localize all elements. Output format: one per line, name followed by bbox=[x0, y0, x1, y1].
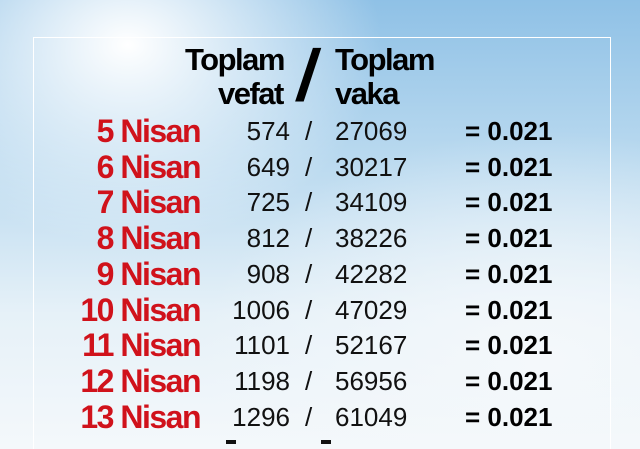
header-right-1: Toplam bbox=[335, 42, 435, 77]
separator: / bbox=[305, 294, 313, 325]
deaths: 812 bbox=[246, 223, 290, 254]
ratio: = 0.021 bbox=[465, 330, 553, 361]
deaths: 1006 bbox=[232, 294, 290, 325]
date: 11 Nisan bbox=[82, 327, 201, 364]
ratio: = 0.021 bbox=[465, 223, 553, 254]
cases: 52167 bbox=[335, 330, 408, 361]
separator: / bbox=[305, 258, 313, 289]
date: 12 Nisan bbox=[80, 362, 201, 399]
deaths: 725 bbox=[246, 187, 290, 218]
deaths: 649 bbox=[246, 151, 290, 182]
separator: / bbox=[305, 187, 313, 218]
separator: / bbox=[305, 223, 313, 254]
ratio: = 0.021 bbox=[465, 365, 553, 396]
cases: 30217 bbox=[335, 151, 408, 182]
date: 5 Nisan bbox=[96, 113, 202, 149]
deaths: 1101 bbox=[234, 330, 290, 361]
deaths: 1296 bbox=[232, 401, 290, 432]
date: 10 Nisan bbox=[80, 291, 201, 328]
frame bbox=[33, 37, 611, 449]
date: 6 Nisan bbox=[96, 148, 202, 185]
cases: 61049 bbox=[335, 401, 408, 432]
cases: 34109 bbox=[335, 187, 408, 218]
ratio: = 0.021 bbox=[465, 258, 553, 289]
header-left-2: vefat bbox=[218, 76, 284, 111]
date: 8 Nisan bbox=[96, 220, 202, 257]
deaths: 908 bbox=[246, 258, 290, 289]
date: 7 Nisan bbox=[96, 184, 202, 221]
dash bbox=[321, 440, 331, 444]
cases: 47029 bbox=[335, 294, 408, 325]
cases: 38226 bbox=[335, 223, 408, 254]
ratio: = 0.021 bbox=[465, 151, 553, 182]
ratio: = 0.021 bbox=[465, 116, 553, 146]
ratio: = 0.021 bbox=[465, 187, 553, 218]
cases: 56956 bbox=[335, 365, 408, 396]
date: 13 Nisan bbox=[80, 398, 201, 435]
separator: / bbox=[305, 401, 313, 432]
cases: 42282 bbox=[335, 258, 408, 289]
header-left-1: Toplam bbox=[185, 42, 285, 77]
separator: / bbox=[305, 330, 313, 361]
deaths: 1198 bbox=[234, 365, 290, 396]
header-right-2: vaka bbox=[335, 76, 399, 111]
dash bbox=[226, 440, 236, 444]
ratio: = 0.021 bbox=[465, 294, 553, 325]
ratio: = 0.021 bbox=[465, 401, 553, 432]
separator: / bbox=[305, 365, 313, 396]
deaths: 574 bbox=[246, 116, 290, 146]
separator: / bbox=[305, 151, 313, 182]
separator: / bbox=[305, 116, 313, 146]
cases: 27069 bbox=[335, 116, 408, 146]
date: 9 Nisan bbox=[96, 255, 202, 292]
